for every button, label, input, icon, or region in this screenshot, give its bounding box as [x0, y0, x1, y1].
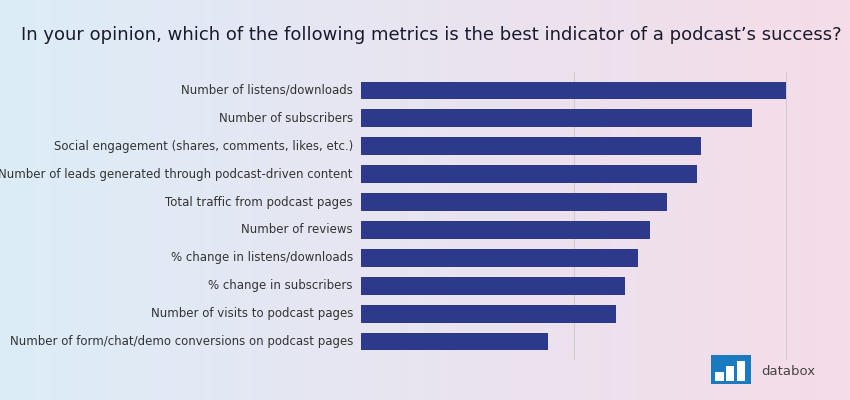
Text: databox: databox: [761, 365, 815, 378]
Bar: [361, 277, 625, 294]
Bar: [737, 361, 745, 380]
Bar: [361, 305, 616, 322]
Bar: [716, 372, 723, 380]
Bar: [361, 165, 697, 183]
Bar: [361, 110, 752, 127]
Text: In your opinion, which of the following metrics is the best indicator of a podca: In your opinion, which of the following …: [21, 26, 842, 44]
Bar: [361, 82, 786, 99]
Bar: [361, 221, 650, 239]
Bar: [361, 193, 667, 211]
Bar: [361, 138, 701, 155]
Bar: [361, 249, 638, 267]
FancyBboxPatch shape: [706, 352, 756, 387]
Bar: [361, 333, 548, 350]
Bar: [726, 366, 734, 380]
